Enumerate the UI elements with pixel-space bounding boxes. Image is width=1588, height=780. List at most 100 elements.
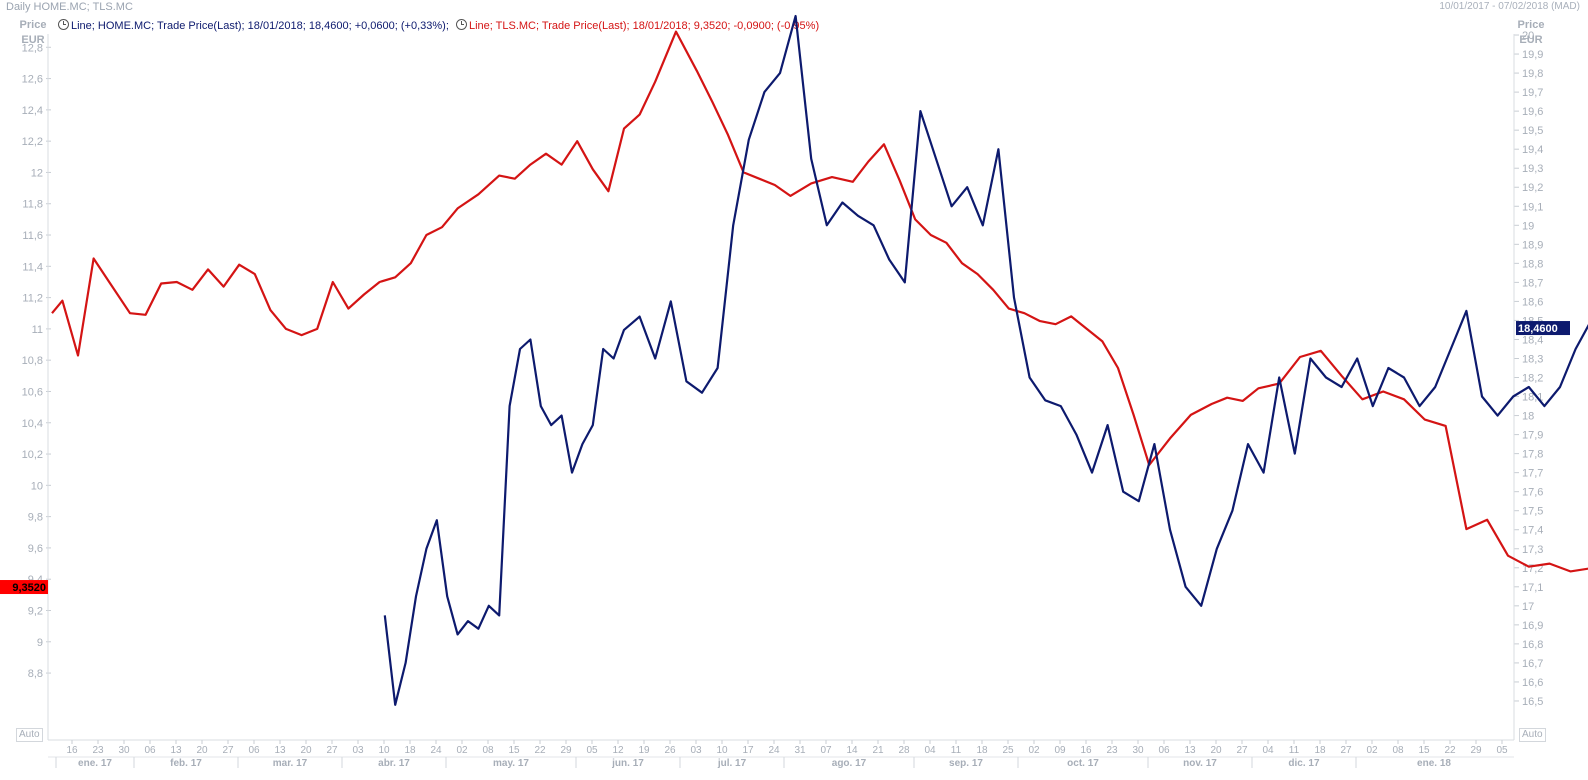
x-axis-month-label: ene. 17	[78, 758, 112, 769]
left-axis-tick-label: 11,8	[22, 199, 43, 211]
x-axis-tick-label: 31	[794, 745, 806, 756]
x-axis-tick-label: 18	[1314, 745, 1326, 756]
x-axis-tick-label: 13	[170, 745, 182, 756]
right-axis-tick-label: 16,7	[1522, 658, 1543, 670]
right-axis-title-line1: Price	[1517, 19, 1545, 31]
x-axis-tick-label: 29	[1470, 745, 1482, 756]
x-axis-tick-label: 20	[1210, 745, 1222, 756]
right-axis-tick-label: 18,3	[1522, 353, 1543, 365]
right-axis-tick-label: 18,4	[1522, 334, 1543, 346]
x-axis-month-label: ago. 17	[832, 758, 867, 769]
x-axis-month-label: jun. 17	[611, 758, 644, 769]
left-axis-tick-label: 12	[31, 167, 43, 179]
left-axis-tick-label: 9,6	[28, 543, 43, 555]
tls-last-value-badge	[0, 580, 48, 595]
right-axis-tick-label: 17	[1522, 601, 1534, 613]
x-axis-tick-label: 15	[508, 745, 520, 756]
left-axis-tick-label: 10,6	[22, 386, 43, 398]
series-line-home-mc	[383, 14, 1588, 706]
x-axis-tick-label: 23	[92, 745, 104, 756]
chart-legend: Line; HOME.MC; Trade Price(Last); 18/01/…	[58, 19, 823, 32]
left-axis-title-line1: Price	[19, 19, 47, 31]
x-axis-tick-label: 22	[534, 745, 546, 756]
x-axis-tick-label: 27	[1236, 745, 1248, 756]
x-axis-tick-label: 17	[742, 745, 754, 756]
x-axis-tick-label: 10	[716, 745, 728, 756]
x-axis-tick-label: 05	[586, 745, 598, 756]
left-axis-tick-label: 10	[31, 480, 43, 492]
x-axis-month-label: ene. 18	[1417, 758, 1451, 769]
left-axis-tick-label: 10,4	[22, 418, 43, 430]
x-axis-tick-label: 02	[1028, 745, 1040, 756]
x-axis-tick-label: 18	[976, 745, 988, 756]
right-axis-tick-label: 16,5	[1522, 696, 1543, 708]
x-axis-tick-label: 16	[66, 745, 78, 756]
left-axis-tick-label: 9,2	[28, 605, 43, 617]
x-axis-tick-label: 11	[951, 745, 962, 756]
right-axis-tick-label: 19,3	[1522, 163, 1543, 175]
x-axis-tick-label: 20	[300, 745, 312, 756]
left-axis-title: Price EUR	[18, 18, 48, 48]
x-axis-month-label: jul. 17	[717, 758, 747, 769]
right-axis-tick-label: 18,6	[1522, 296, 1543, 308]
right-axis-tick-label: 19	[1522, 220, 1534, 232]
right-axis-tick-label: 18,8	[1522, 258, 1543, 270]
x-axis-tick-label: 08	[482, 745, 494, 756]
x-axis-tick-label: 15	[1418, 745, 1430, 756]
right-axis-tick-label: 19,7	[1522, 87, 1543, 99]
right-axis-tick-label: 17,1	[1522, 582, 1543, 594]
x-axis-tick-label: 18	[404, 745, 416, 756]
x-axis-tick-label: 12	[612, 745, 624, 756]
right-axis-tick-label: 17,3	[1522, 544, 1543, 556]
x-axis-month-label: may. 17	[493, 758, 529, 769]
right-axis-tick-label: 19,1	[1522, 201, 1543, 213]
right-axis-tick-label: 19,2	[1522, 182, 1543, 194]
right-axis-tick-label: 16,8	[1522, 639, 1543, 651]
x-axis-month-label: nov. 17	[1183, 758, 1217, 769]
right-axis-tick-label: 18	[1522, 411, 1534, 423]
right-axis-title: Price EUR	[1516, 18, 1546, 48]
x-axis-tick-label: 27	[1340, 745, 1352, 756]
right-axis-tick-label: 16,9	[1522, 620, 1543, 632]
legend-item-home[interactable]: Line; HOME.MC; Trade Price(Last); 18/01/…	[58, 19, 452, 32]
right-axis-title-line2: EUR	[1519, 34, 1543, 46]
left-axis-tick-label: 12,2	[22, 136, 43, 148]
x-axis-tick-label: 30	[1132, 745, 1144, 756]
right-axis-tick-label: 17,5	[1522, 506, 1543, 518]
legend-item-tls[interactable]: Line; TLS.MC; Trade Price(Last); 18/01/2…	[455, 19, 819, 32]
x-axis-tick-label: 21	[872, 745, 884, 756]
x-axis-tick-label: 11	[1289, 745, 1300, 756]
x-axis-tick-label: 20	[196, 745, 208, 756]
left-axis-tick-label: 8,8	[28, 668, 43, 680]
x-axis-tick-label: 29	[560, 745, 572, 756]
left-axis-auto-button[interactable]: Auto	[16, 728, 43, 742]
x-axis-tick-label: 03	[690, 745, 702, 756]
right-axis-auto-button[interactable]: Auto	[1519, 728, 1546, 742]
home-last-value-badge	[1516, 321, 1570, 336]
x-axis-tick-label: 04	[1262, 745, 1274, 756]
right-axis-tick-label: 18,1	[1522, 392, 1543, 404]
chart-window-title: Daily HOME.MC; TLS.MC	[6, 1, 133, 13]
right-axis-tick-label: 18,9	[1522, 239, 1543, 251]
x-axis-tick-label: 19	[638, 745, 650, 756]
right-axis-tick-label: 19,9	[1522, 49, 1543, 61]
clock-icon	[58, 19, 69, 30]
x-axis-tick-label: 23	[1106, 745, 1118, 756]
x-axis-tick-label: 05	[1496, 745, 1508, 756]
x-axis-month-label: abr. 17	[378, 758, 410, 769]
x-axis-tick-label: 04	[924, 745, 936, 756]
left-axis-tick-label: 11,2	[22, 293, 43, 305]
x-axis-month-label: feb. 17	[170, 758, 202, 769]
x-axis-month-label: mar. 17	[273, 758, 308, 769]
x-axis-tick-label: 28	[898, 745, 910, 756]
left-axis-tick-label: 10,2	[22, 449, 43, 461]
x-axis-tick-label: 25	[1002, 745, 1014, 756]
left-axis-tick-label: 10,8	[22, 355, 43, 367]
right-axis-tick-label: 19,6	[1522, 106, 1543, 118]
left-axis-tick-label: 9	[37, 637, 43, 649]
x-axis-tick-label: 22	[1444, 745, 1456, 756]
home-last-value-label: 18,4600	[1518, 323, 1558, 335]
x-axis-tick-label: 13	[274, 745, 286, 756]
left-axis-tick-label: 9,8	[28, 512, 43, 524]
